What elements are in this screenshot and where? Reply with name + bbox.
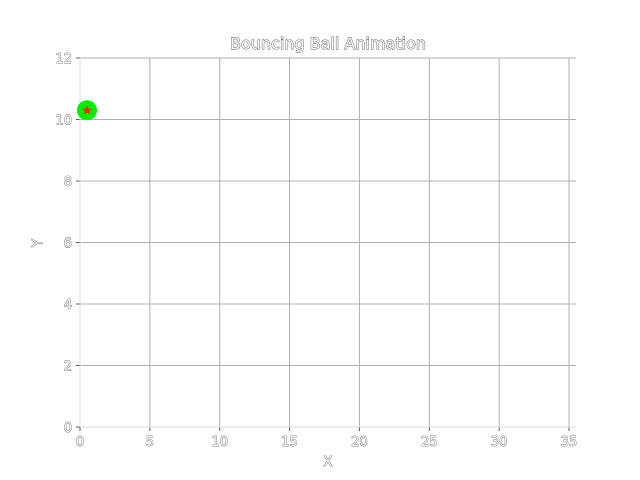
tick-labels: 0 5 10 15 20 25 30 35 0 2 4 6 8 10 12 xyxy=(55,52,578,451)
grid-lines xyxy=(79,57,576,428)
y-tick-label: 2 xyxy=(64,360,72,375)
y-tick-label: 12 xyxy=(55,52,72,67)
y-tick-label: 8 xyxy=(64,175,72,190)
x-tick-label: 15 xyxy=(281,435,298,450)
y-axis-label: Y xyxy=(31,239,46,248)
x-tick-label: 35 xyxy=(561,435,578,450)
x-axis-label: X xyxy=(324,455,333,470)
x-tick-label: 20 xyxy=(351,435,368,450)
axes-frame xyxy=(76,57,576,431)
x-tick-label: 5 xyxy=(146,435,154,450)
y-tick-label: 0 xyxy=(64,421,72,436)
x-tick-label: 0 xyxy=(76,435,84,450)
x-tick-label: 10 xyxy=(211,435,228,450)
star-marker xyxy=(82,105,92,115)
data-markers xyxy=(76,100,97,121)
y-tick-label: 10 xyxy=(55,114,72,129)
x-tick-label: 25 xyxy=(421,435,438,450)
y-tick-label: 4 xyxy=(64,298,72,313)
y-tick-label: 6 xyxy=(64,237,72,252)
x-tick-label: 30 xyxy=(491,435,508,450)
chart-title: Bouncing Ball Animation xyxy=(230,34,426,53)
